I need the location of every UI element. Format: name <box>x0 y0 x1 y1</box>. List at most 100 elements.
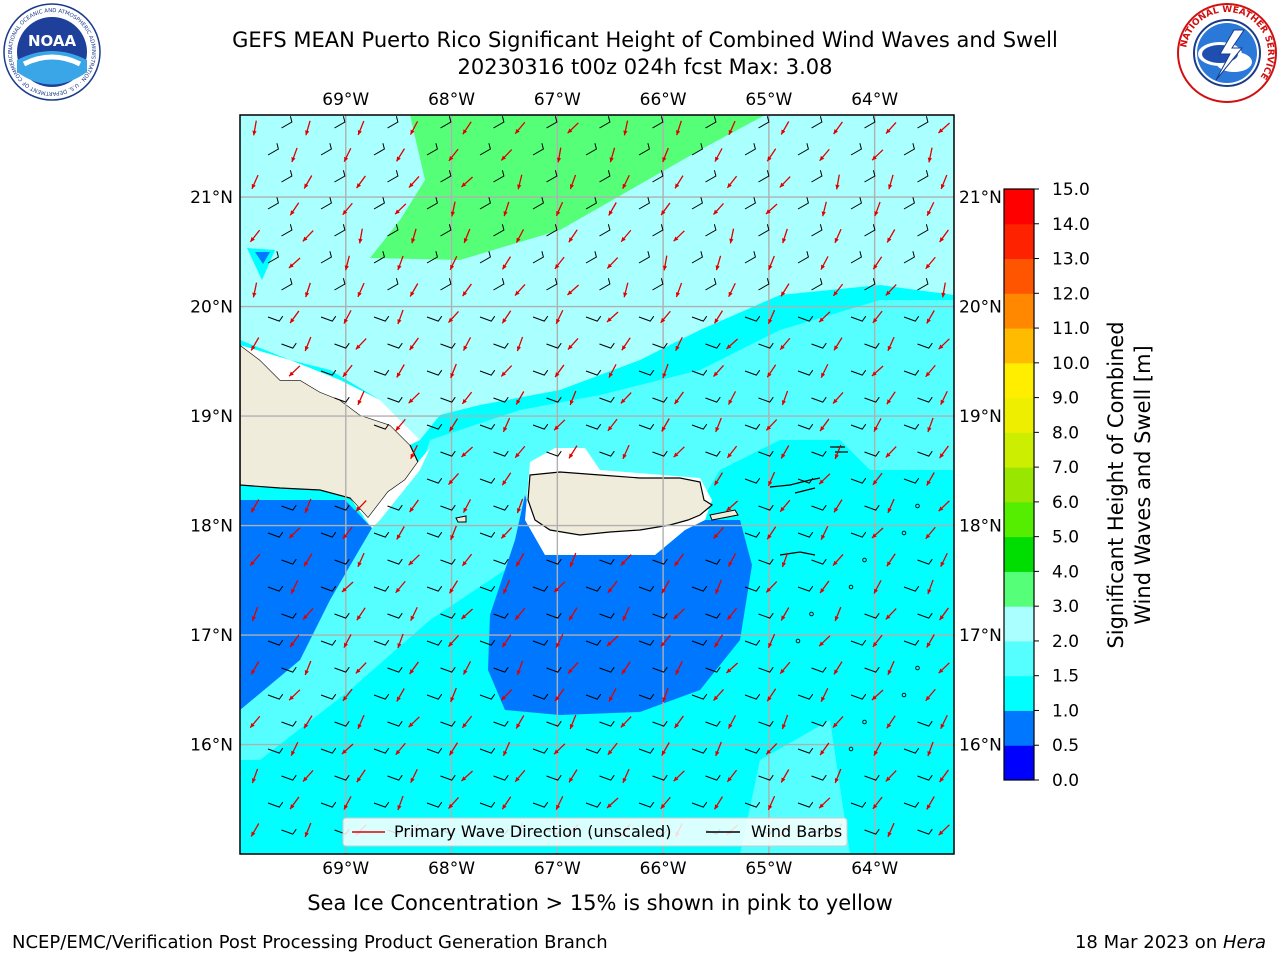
wind-barb <box>440 450 456 457</box>
wave-arrow-head <box>501 695 506 701</box>
wave-arrow-head <box>927 751 932 757</box>
wave-arrow-head <box>342 372 348 377</box>
wind-barb <box>426 747 443 754</box>
wave-arrow-head <box>569 453 574 459</box>
wave-arrow-head <box>623 292 628 298</box>
wave-arrow-head <box>620 722 626 728</box>
wind-barb <box>903 585 920 592</box>
wave-arrow-head <box>714 318 719 324</box>
wave-arrow-head <box>621 236 626 242</box>
wind-barb <box>758 278 770 291</box>
wave-arrow-head <box>766 587 771 593</box>
colorbar-swatch <box>1004 675 1034 711</box>
map-legend: Primary Wave Direction (unscaled) Wind B… <box>342 817 848 847</box>
wind-barb <box>797 531 814 538</box>
colorbar-tick-label: 0.5 <box>1052 736 1079 756</box>
wave-arrow-head <box>503 211 508 217</box>
wave-arrow-head <box>675 292 681 298</box>
wind-barb <box>585 369 602 376</box>
wave-arrow-head <box>821 696 826 702</box>
wind-barb <box>638 423 655 430</box>
wave-arrow-head <box>567 668 573 674</box>
wave-arrow-head <box>925 263 931 269</box>
wave-arrow-head <box>251 778 257 784</box>
wave-arrow-head <box>569 561 574 567</box>
wind-barb <box>903 747 920 754</box>
wind-barb <box>811 774 827 781</box>
wave-arrow-head <box>291 157 296 163</box>
wave-arrow-head <box>940 723 945 729</box>
wave-arrow-head <box>728 291 733 297</box>
lat-label-left: 19°N <box>190 407 233 427</box>
wind-barb <box>599 666 615 673</box>
wave-arrow-head <box>938 128 944 134</box>
wind-barb <box>320 585 337 592</box>
wave-arrow-head <box>341 587 347 593</box>
wind-barb <box>267 143 279 156</box>
wind-barb <box>320 369 337 376</box>
wave-arrow-head <box>503 588 508 594</box>
wind-barb <box>691 639 708 646</box>
wave-arrow-head <box>715 588 720 594</box>
wave-arrow-head <box>675 669 680 675</box>
wind-barb <box>426 693 443 700</box>
wave-arrow-head <box>409 669 414 675</box>
wave-arrow-head <box>450 211 456 217</box>
wave-arrow-head <box>940 399 945 405</box>
wave-arrow-head <box>514 290 520 296</box>
wave-arrow-head <box>503 426 508 432</box>
wind-barb <box>440 224 452 237</box>
wind-barb <box>479 531 496 538</box>
wave-arrow-head <box>556 318 561 324</box>
wave-arrow-head <box>781 400 787 406</box>
wave-arrow-head <box>661 426 666 432</box>
wind-barb <box>744 477 761 484</box>
wave-arrow-head <box>673 452 679 458</box>
wave-arrow-head <box>304 507 309 513</box>
wind-barb <box>652 450 668 457</box>
wind-barb <box>811 504 827 511</box>
wind-barb <box>585 747 602 754</box>
wind-barb <box>387 612 403 619</box>
wave-arrow-head <box>608 696 614 702</box>
wave-arrow-head <box>251 183 256 189</box>
wind-barb <box>320 693 337 700</box>
wind-barb <box>334 558 350 565</box>
wave-arrow-head <box>660 317 666 323</box>
wave-arrow-head <box>886 561 892 567</box>
wave-arrow-head <box>886 399 892 405</box>
wind-barb <box>320 639 337 646</box>
wave-arrow-head <box>501 371 506 377</box>
wind-barb <box>493 396 509 403</box>
wind-barb <box>811 666 827 673</box>
wave-arrow-head <box>304 183 309 189</box>
wind-barb <box>652 558 668 565</box>
wind-barb <box>281 224 293 237</box>
wave-arrow-head <box>820 588 825 594</box>
wind-barb <box>267 801 284 808</box>
wind-barb <box>532 143 544 156</box>
wind-barb <box>599 342 615 349</box>
wind-barb <box>373 197 385 210</box>
wave-arrow-head <box>554 264 560 269</box>
wind-barb <box>638 251 650 264</box>
wind-barb <box>917 342 933 349</box>
wave-arrow-head <box>767 156 772 162</box>
wave-arrow-head <box>781 453 786 459</box>
wave-arrow-head <box>251 507 256 513</box>
wind-barb <box>691 369 708 376</box>
wave-arrow-head <box>462 291 467 297</box>
wind-barb <box>599 116 611 129</box>
wind-barb <box>493 504 509 511</box>
wave-arrow-head <box>781 562 787 568</box>
wind-barb <box>744 423 761 430</box>
wave-arrow-head <box>502 480 507 486</box>
wave-arrow-head <box>871 533 877 539</box>
wave-arrow-head <box>252 292 257 298</box>
wind-barb <box>758 504 774 511</box>
wind-barb <box>479 693 496 700</box>
wind-barb <box>917 170 929 183</box>
wave-arrow-head <box>396 534 401 540</box>
colorbar-swatch <box>1004 397 1034 433</box>
wind-barb-calm <box>862 719 867 725</box>
